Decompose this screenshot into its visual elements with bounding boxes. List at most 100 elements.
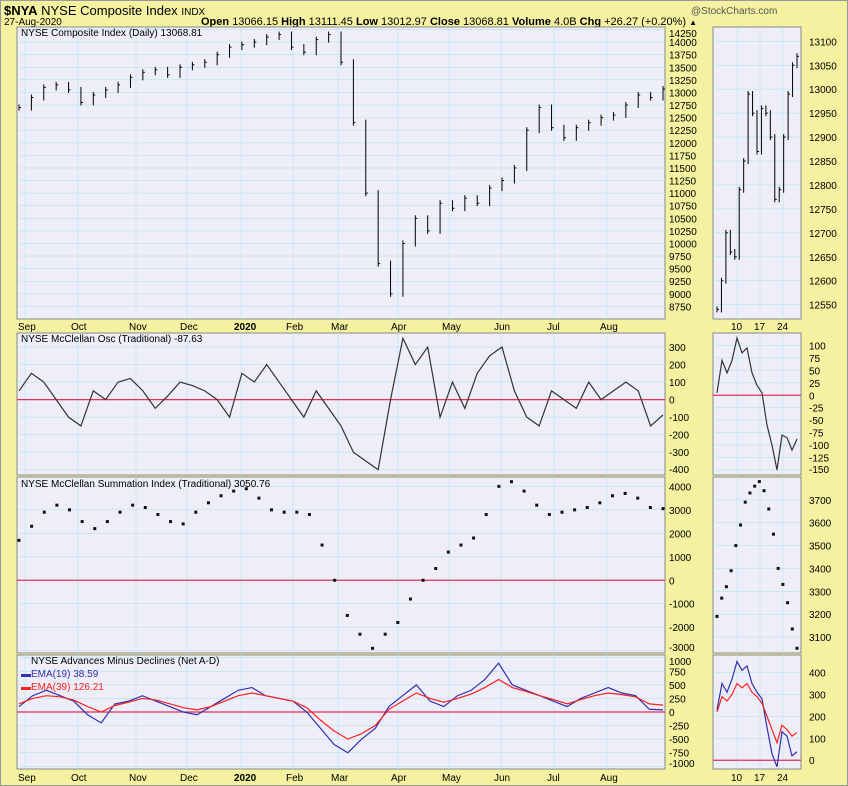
summation-point (509, 480, 513, 484)
y-tick-label: -2000 (669, 623, 695, 634)
summation-point (715, 614, 719, 618)
y-tick-label: 10750 (669, 202, 697, 213)
x-tick-label: Feb (286, 773, 304, 784)
summation-point (781, 582, 785, 586)
summation-point (105, 520, 109, 524)
y-tick-label: 250 (669, 694, 686, 705)
open-value: 13066.15 (232, 16, 279, 28)
summation-point (30, 524, 34, 528)
summation-point (244, 487, 248, 491)
y-tick-label: 12250 (669, 126, 697, 137)
y-tick-label: 14000 (669, 38, 697, 49)
close-label: Close (429, 16, 460, 28)
y-tick-label: 2000 (669, 529, 692, 540)
x-tick-label: Sep (18, 773, 36, 784)
summation-point (131, 503, 135, 507)
title-line: $NYA NYSE Composite Index INDX (4, 3, 205, 18)
y-tick-label: -250 (669, 722, 689, 733)
y-tick-label: 0 (809, 756, 815, 767)
y-tick-label: 10000 (669, 239, 697, 250)
summation-point (484, 513, 488, 517)
ema19-line (18, 662, 664, 754)
x-tick-label: Oct (71, 322, 87, 333)
y-tick-label: 12750 (669, 101, 697, 112)
y-tick-label: -400 (669, 465, 689, 476)
summation-point (720, 596, 724, 600)
y-tick-label: -50 (809, 416, 824, 427)
summation-point (295, 510, 299, 514)
summation-point (434, 567, 438, 571)
y-tick-label: 13250 (669, 76, 697, 87)
y-tick-label: 3200 (809, 610, 832, 621)
summation-point (648, 506, 652, 510)
summation-point (724, 585, 728, 589)
plot-area (712, 26, 802, 320)
y-tick-label: 0 (669, 708, 675, 719)
y-tick-label: 11000 (669, 189, 697, 200)
watermark: @StockCharts.com (691, 6, 778, 17)
y-tick-label: -3000 (669, 643, 695, 654)
panel-title-price: NYSE Composite Index (Daily) 13068.81 (21, 28, 203, 39)
y-tick-label: -125 (809, 454, 829, 465)
summation-point (42, 510, 46, 514)
y-tick-label: -750 (669, 749, 689, 760)
summation-point (729, 569, 733, 573)
quote-line: Open 13066.15 High 13111.45 Low 13012.97… (201, 16, 697, 28)
summation-point (270, 508, 274, 512)
y-tick-label: -25 (809, 404, 824, 415)
oscillator-line (716, 335, 798, 471)
y-tick-label: 3700 (809, 496, 832, 507)
y-tick-label: 0 (669, 396, 675, 407)
summation-point (257, 496, 261, 500)
y-tick-label: 12700 (809, 229, 837, 240)
mini-x-tick-label: 17 (754, 322, 766, 333)
summation-point (93, 527, 97, 531)
x-tick-label: Aug (600, 322, 618, 333)
y-tick-label: 100 (809, 734, 826, 745)
y-tick-label: 3100 (809, 633, 832, 644)
summation-point (522, 489, 526, 493)
plot-area (16, 476, 666, 654)
x-tick-label: May (442, 322, 461, 333)
summation-point (757, 480, 761, 484)
low-label: Low (355, 16, 378, 28)
y-tick-label: 12900 (809, 133, 837, 144)
summation-point (560, 510, 564, 514)
y-tick-label: 200 (809, 712, 826, 723)
y-tick-label: 300 (809, 690, 826, 701)
summation-point (333, 578, 337, 582)
mini-x-tick-label: 17 (754, 773, 766, 784)
summation-point (623, 491, 627, 495)
mini-x-tick-label: 10 (731, 322, 743, 333)
legend-ema39: ▬EMA(39) 126.21 (21, 682, 104, 693)
summation-point (776, 566, 780, 570)
legend-ema19: ▬EMA(19) 38.59 (21, 669, 99, 680)
y-tick-label: 11750 (669, 151, 697, 162)
y-tick-label: 9250 (669, 277, 692, 288)
y-tick-label: 1000 (669, 553, 692, 564)
summation-point (739, 523, 743, 527)
plot-area (712, 654, 802, 770)
y-tick-label: 12950 (809, 109, 837, 120)
y-tick-label: 1000 (669, 657, 692, 668)
y-tick-label: 11250 (669, 177, 697, 188)
y-tick-label: 3000 (669, 506, 692, 517)
summation-point (585, 506, 589, 510)
summation-point (598, 501, 602, 505)
y-tick-label: -1000 (669, 759, 695, 770)
summation-point (143, 506, 147, 510)
index-name: NYSE Composite Index (41, 3, 178, 18)
summation-point (307, 513, 311, 517)
y-tick-label: 75 (809, 354, 821, 365)
y-tick-label: 13000 (669, 88, 697, 99)
y-tick-label: 10250 (669, 227, 697, 238)
summation-point (535, 503, 539, 507)
summation-point (358, 632, 362, 636)
exchange: INDX (181, 7, 206, 18)
x-tick-label: 2020 (234, 322, 257, 333)
summation-point (743, 500, 747, 504)
y-tick-label: 0 (809, 391, 815, 402)
legend-ema19-label: EMA(19) 38.59 (31, 669, 99, 680)
y-tick-label: 9750 (669, 252, 692, 263)
y-tick-label: 12650 (809, 253, 837, 264)
